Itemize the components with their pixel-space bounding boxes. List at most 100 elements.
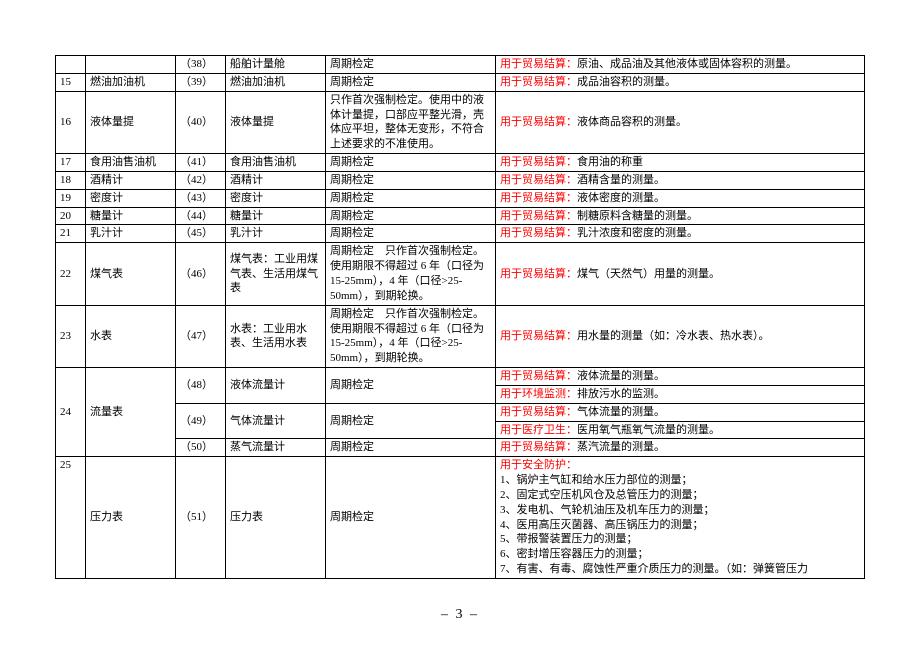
table-row: 24 流量表 （48） 液体流量计 周期检定 用于贸易结算：液体流量的测量。 [56,368,865,386]
use-list-item: 2、固定式空压机风仓及总管压力的测量； [500,489,704,501]
cell-use: 用于贸易结算：成品油容积的测量。 [496,73,865,91]
table-row: 20 糖量计 （44） 糖量计 周期检定 用于贸易结算：制糖原料含糖量的测量。 [56,207,865,225]
cell-use: 用于贸易结算：液体商品容积的测量。 [496,91,865,153]
use-prefix: 用于贸易结算： [500,210,577,222]
cell-cat: 压力表 [86,457,176,579]
use-text: 制糖原料含糖量的测量。 [577,210,698,222]
use-prefix: 用于贸易结算： [500,192,577,204]
cell-cat [86,56,176,74]
table-row: 22 煤气表 （46） 煤气表：工业用煤气表、生活用煤气表 周期检定 只作首次强… [56,243,865,305]
use-prefix: 用于贸易结算： [500,58,577,70]
table-row: 18 酒精计 （42） 酒精计 周期检定 用于贸易结算：酒精含量的测量。 [56,171,865,189]
cell-code: （42） [176,171,226,189]
use-prefix: 用于贸易结算： [500,116,577,128]
table-body: （38） 船舶计量舱 周期检定 用于贸易结算：原油、成品油及其他液体或固体容积的… [56,56,865,579]
use-prefix: 用于贸易结算： [500,227,577,239]
cell-cycle: 周期检定 只作首次强制检定。使用期限不得超过 6 年（口径为15-25mm），4… [326,305,496,367]
cell-name: 蒸气流量计 [226,439,326,457]
cell-name: 液体流量计 [226,368,326,404]
cell-cat: 煤气表 [86,243,176,305]
cell-cycle: 周期检定 [326,56,496,74]
cell-cycle: 周期检定 [326,171,496,189]
cell-use: 用于贸易结算：煤气（天然气）用量的测量。 [496,243,865,305]
use-prefix: 用于环境监测： [500,388,577,400]
table-row: 21 乳汁计 （45） 乳汁计 周期检定 用于贸易结算：乳汁浓度和密度的测量。 [56,225,865,243]
table-row: 25 压力表 （51） 压力表 周期检定 用于安全防护： 1、锅炉主气缸和给水压… [56,457,865,579]
use-list-item: 6、密封增压容器压力的测量； [500,548,649,560]
cell-cat: 糖量计 [86,207,176,225]
cell-idx: 20 [56,207,86,225]
main-table: （38） 船舶计量舱 周期检定 用于贸易结算：原油、成品油及其他液体或固体容积的… [55,55,865,579]
cell-code: （39） [176,73,226,91]
use-list-item: 1、锅炉主气缸和给水压力部位的测量； [500,474,693,486]
cell-use: 用于贸易结算：蒸汽流量的测量。 [496,439,865,457]
cell-cycle: 周期检定 [326,439,496,457]
cell-cat: 液体量提 [86,91,176,153]
cell-name: 船舶计量舱 [226,56,326,74]
use-list-item: 7、有害、有毒、腐蚀性严重介质压力的测量。（如：弹簧管压力 [500,563,808,575]
use-text: 液体流量的测量。 [577,370,665,382]
cell-code: （46） [176,243,226,305]
cell-code: （45） [176,225,226,243]
use-text: 液体密度的测量。 [577,192,665,204]
cell-idx: 22 [56,243,86,305]
cell-use: 用于贸易结算：酒精含量的测量。 [496,171,865,189]
use-text: 酒精含量的测量。 [577,174,665,186]
cell-name: 密度计 [226,189,326,207]
cell-idx: 17 [56,154,86,172]
cell-cycle: 周期检定 [326,403,496,439]
cell-code: （40） [176,91,226,153]
cell-use: 用于安全防护： 1、锅炉主气缸和给水压力部位的测量； 2、固定式空压机风仓及总管… [496,457,865,579]
cell-idx: 25 [56,457,86,579]
cell-code: （44） [176,207,226,225]
cell-code: （50） [176,439,226,457]
cell-cat: 食用油售油机 [86,154,176,172]
cell-use: 用于贸易结算：液体密度的测量。 [496,189,865,207]
table-row: 23 水表 （47） 水表：工业用水表、生活用水表 周期检定 只作首次强制检定。… [56,305,865,367]
cell-idx: 23 [56,305,86,367]
cell-cat: 乳汁计 [86,225,176,243]
cell-code: （48） [176,368,226,404]
cell-name: 液体量提 [226,91,326,153]
table-row: 16 液体量提 （40） 液体量提 只作首次强制检定。使用中的液体计量提，口部应… [56,91,865,153]
use-prefix: 用于贸易结算： [500,370,577,382]
cell-cycle: 只作首次强制检定。使用中的液体计量提，口部应平整光滑，壳体应平坦，整体无变形，不… [326,91,496,153]
cell-name: 水表：工业用水表、生活用水表 [226,305,326,367]
use-list-item: 4、医用高压灭菌器、高压锅压力的测量； [500,519,704,531]
cell-idx [56,56,86,74]
use-text: 成品油容积的测量。 [577,76,676,88]
cell-cycle: 周期检定 [326,457,496,579]
use-prefix: 用于贸易结算： [500,76,577,88]
cell-use: 用于贸易结算：制糖原料含糖量的测量。 [496,207,865,225]
cell-idx: 15 [56,73,86,91]
cell-cat: 水表 [86,305,176,367]
use-text: 原油、成品油及其他液体或固体容积的测量。 [577,58,797,70]
table-row: （38） 船舶计量舱 周期检定 用于贸易结算：原油、成品油及其他液体或固体容积的… [56,56,865,74]
use-prefix: 用于贸易结算： [500,156,577,168]
cell-name: 煤气表：工业用煤气表、生活用煤气表 [226,243,326,305]
cell-idx: 24 [56,368,86,457]
use-text: 乳汁浓度和密度的测量。 [577,227,698,239]
cell-cat: 酒精计 [86,171,176,189]
cell-use: 用于贸易结算：用水量的测量（如：冷水表、热水表）。 [496,305,865,367]
use-list-item: 5、带报警装置压力的测量； [500,533,638,545]
use-text: 食用油的称重 [577,156,643,168]
table-row: （50） 蒸气流量计 周期检定 用于贸易结算：蒸汽流量的测量。 [56,439,865,457]
cell-code: （49） [176,403,226,439]
cell-name: 燃油加油机 [226,73,326,91]
cell-code: （43） [176,189,226,207]
use-text: 用水量的测量（如：冷水表、热水表）。 [577,330,770,342]
cell-cat: 燃油加油机 [86,73,176,91]
cell-use: 用于贸易结算：气体流量的测量。 [496,403,865,421]
cell-idx: 19 [56,189,86,207]
cell-use: 用于贸易结算：液体流量的测量。 [496,368,865,386]
cell-cycle: 周期检定 [326,73,496,91]
cell-cat: 流量表 [86,368,176,457]
use-text: 气体流量的测量。 [577,406,665,418]
cell-cat: 密度计 [86,189,176,207]
use-text: 医用氧气瓶氧气流量的测量。 [577,424,720,436]
table-row: （49） 气体流量计 周期检定 用于贸易结算：气体流量的测量。 [56,403,865,421]
page-number: – 3 – [0,607,920,623]
cell-cycle: 周期检定 [326,225,496,243]
use-prefix: 用于贸易结算： [500,406,577,418]
